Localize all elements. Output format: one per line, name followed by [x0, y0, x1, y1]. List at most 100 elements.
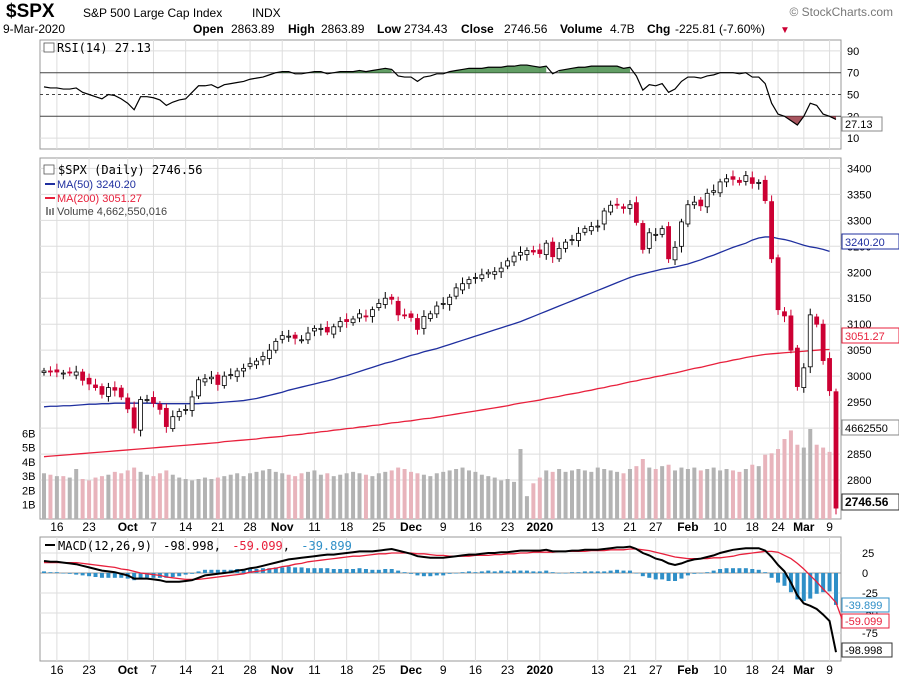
- macd-histogram-bar: [48, 572, 53, 573]
- volume-bar: [441, 471, 446, 519]
- volume-bar: [376, 473, 381, 519]
- price-tick-label: 3000: [847, 371, 871, 383]
- volume-bar: [241, 476, 246, 519]
- price-panel-frame: [39, 157, 842, 520]
- macd-tick-label: 25: [862, 548, 874, 560]
- macd-histogram-bar: [795, 573, 800, 600]
- volume-bar: [331, 476, 336, 519]
- candle-body: [473, 277, 478, 279]
- volume-bar: [157, 473, 162, 519]
- volume-bar: [730, 470, 735, 519]
- macd-legend-name: MACD(12,26,9): [58, 539, 152, 553]
- macd-legend-value: -98.998: [163, 539, 214, 553]
- candle-body: [820, 323, 826, 361]
- volume-label: Volume: [560, 22, 603, 36]
- candle-body: [698, 199, 704, 207]
- macd-histogram-bar: [286, 566, 291, 573]
- candle-body: [260, 356, 266, 361]
- rsi-overbought-fill: [449, 65, 547, 73]
- macd-histogram-bar: [505, 571, 510, 573]
- x-tick-label: 21: [623, 520, 637, 534]
- volume-bar: [595, 467, 600, 519]
- candle-body: [466, 279, 472, 285]
- volume-bar: [821, 447, 826, 519]
- hist-value-label: -39.899: [845, 600, 882, 612]
- volume-bar: [544, 470, 549, 519]
- candle-body: [151, 397, 156, 404]
- x-tick-label: 16: [50, 663, 64, 677]
- macd-histogram-bar: [537, 571, 542, 573]
- volume-bar: [466, 470, 471, 519]
- volume-bar: [228, 474, 233, 519]
- volume-bar: [518, 449, 523, 519]
- candle-body: [402, 314, 407, 317]
- candle-body: [691, 201, 697, 206]
- macd-histogram-bar: [61, 573, 66, 574]
- price-tick-label: 2950: [847, 397, 871, 409]
- macd-histogram-bar: [183, 573, 188, 575]
- x-tick-label: 10: [713, 520, 727, 534]
- volume-bar: [447, 470, 452, 519]
- x-tick-label: 9: [440, 520, 447, 534]
- macd-histogram-bar: [730, 568, 735, 573]
- volume-bar: [512, 481, 517, 519]
- x-tick-label: 24: [771, 520, 785, 534]
- volume-bar: [769, 453, 774, 519]
- volume-bar: [454, 469, 459, 519]
- svg-text:MACD(12,26,9) -98.998,: MACD(12,26,9) -98.998, -59.099, -39.899: [58, 539, 352, 553]
- macd-histogram-bar: [808, 573, 813, 599]
- macd-histogram-bar: [312, 568, 317, 573]
- volume-bar: [254, 471, 259, 519]
- volume-bar: [177, 477, 182, 519]
- axes: 16 16 23 23 Oct Oct 7 7 14 14 21 21 28 28 Nov Nov 11 11 18…: [22, 46, 878, 677]
- macd-histogram-bar: [466, 571, 471, 573]
- x-tick-label: Oct: [118, 520, 138, 534]
- candle-body: [730, 176, 736, 180]
- volume-bar: [673, 470, 678, 519]
- volume-legend-text: Volume 4,662,550,016: [57, 206, 167, 218]
- volume-bar: [737, 471, 742, 519]
- candle-body: [292, 334, 298, 339]
- volume-tick-label: 3B: [22, 471, 35, 483]
- candle-body: [344, 319, 350, 323]
- macd-histogram-bar: [170, 573, 175, 577]
- price-tick-label: 2800: [847, 475, 871, 487]
- volume-bar: [640, 459, 645, 519]
- macd-histogram-bar: [460, 572, 465, 573]
- macd-histogram-bar: [280, 567, 285, 573]
- x-tick-label: Dec: [400, 663, 422, 677]
- volume-bar: [415, 473, 420, 519]
- candle-body: [743, 175, 749, 182]
- candle-body: [434, 305, 440, 315]
- volume-bar: [473, 471, 478, 519]
- x-tick-label: 18: [746, 520, 760, 534]
- volume-bar: [524, 496, 529, 519]
- macd-histogram-bar: [801, 573, 806, 601]
- macd-histogram-bar: [718, 569, 723, 573]
- macd-histogram-bar: [589, 571, 594, 573]
- candle-body: [646, 232, 652, 249]
- price-tick-label: 3300: [847, 215, 871, 227]
- candle-body: [505, 260, 511, 267]
- macd-histogram-bar: [692, 573, 697, 574]
- candle-body: [131, 407, 137, 429]
- ma50-value-box: [841, 233, 899, 250]
- candle-body: [363, 315, 369, 318]
- rsi-value-label: 27.13: [845, 119, 873, 131]
- macd-histogram-bar: [67, 573, 72, 574]
- candle-body: [273, 340, 279, 351]
- candle-body: [807, 314, 813, 368]
- macd-histogram-bar: [74, 573, 79, 575]
- macd-histogram-bar: [627, 570, 632, 573]
- candle-body: [395, 300, 401, 316]
- x-tick-label: Feb: [677, 663, 698, 677]
- candle-body: [67, 371, 73, 374]
- chg-down-icon: ▼: [780, 25, 790, 36]
- volume-bar: [306, 471, 310, 519]
- volume-bar: [705, 469, 710, 519]
- candle-body: [717, 181, 723, 194]
- index-name: S&P 500 Large Cap Index: [83, 6, 222, 20]
- candle-body: [299, 339, 304, 342]
- macd-histogram-bar: [524, 570, 529, 573]
